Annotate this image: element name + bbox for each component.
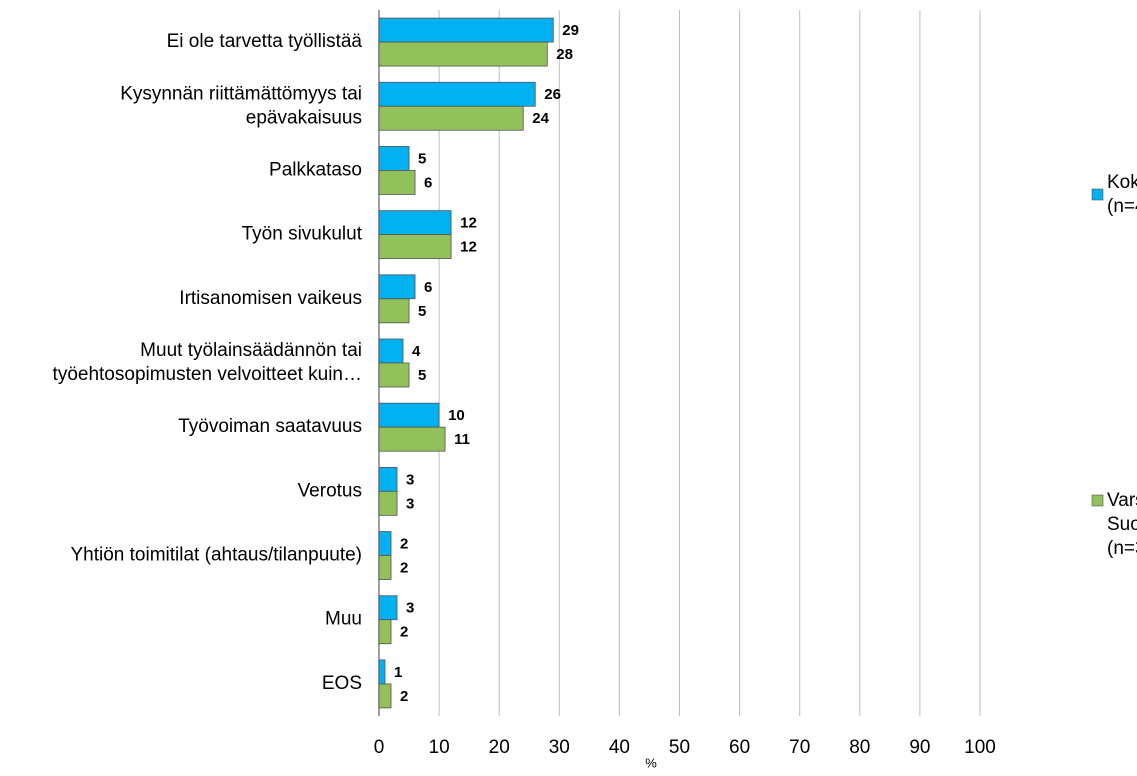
value-label: 5 — [418, 303, 426, 320]
value-label: 6 — [424, 279, 432, 296]
value-label: 3 — [406, 600, 414, 617]
bar — [378, 146, 410, 171]
value-label: 5 — [418, 367, 426, 384]
y-tick-label: Ei ole tarvetta työllistää — [167, 31, 363, 52]
value-label: 1 — [394, 664, 402, 681]
bar — [378, 490, 398, 516]
bar — [378, 683, 392, 709]
bar — [378, 555, 392, 580]
x-tick-label: 60 — [729, 737, 750, 758]
y-tick-label: EOS — [322, 673, 362, 694]
value-label: 5 — [418, 150, 426, 167]
bar — [378, 595, 398, 621]
bar — [378, 338, 404, 364]
value-label: 24 — [532, 110, 549, 127]
value-label: 12 — [460, 239, 477, 256]
bar — [378, 619, 392, 645]
value-label: 4 — [412, 343, 421, 360]
x-tick-label: 20 — [489, 737, 510, 758]
value-label: 28 — [556, 46, 573, 63]
bar — [378, 466, 398, 492]
bar — [378, 81, 536, 107]
bar — [378, 659, 386, 685]
y-tick-label: Työvoiman saatavuus — [178, 416, 362, 437]
bar — [378, 17, 554, 43]
legend-label: Koko maa(n=4640) — [1107, 172, 1137, 217]
y-tick-label: Muut työlainsäädännön tai työehtosopimust… — [53, 340, 362, 385]
bar — [378, 426, 446, 452]
value-label: 12 — [460, 215, 477, 232]
y-tick-label: Palkkataso — [269, 159, 362, 180]
value-label: 29 — [562, 22, 579, 39]
bar — [378, 210, 452, 236]
bar — [378, 531, 392, 556]
value-label: 11 — [454, 431, 470, 448]
x-tick-label: 10 — [429, 737, 450, 758]
y-tick-label: Verotus — [298, 480, 362, 501]
value-label: 2 — [400, 688, 408, 705]
value-label: 3 — [406, 495, 414, 512]
x-tick-label: 30 — [549, 737, 570, 758]
y-tick-label: Työn sivukulut — [242, 224, 363, 245]
y-tick-label: Yhtiön toimitilat (ahtaus/tilanpuute) — [71, 545, 363, 566]
y-tick-label: Kysynnän riittämättömyys tai epävakaisuus — [120, 83, 362, 128]
x-tick-label: 0 — [374, 737, 385, 758]
x-tick-label: 40 — [609, 737, 630, 758]
x-tick-label: 70 — [789, 737, 810, 758]
value-label: 2 — [400, 536, 408, 553]
value-label: 2 — [400, 624, 408, 641]
legend-swatch — [1091, 494, 1104, 507]
x-tick-label: 90 — [909, 737, 930, 758]
value-label: 2 — [400, 560, 408, 577]
y-tick-label: Muu — [325, 609, 362, 630]
value-label: 10 — [448, 407, 465, 424]
bar — [378, 274, 416, 300]
value-label: 6 — [424, 174, 432, 191]
x-axis-label: % — [645, 755, 657, 770]
value-label: 3 — [406, 471, 414, 488]
legend-swatch — [1091, 188, 1104, 201]
legend-label: Varsinais-Suomi(n=330) — [1107, 490, 1137, 559]
bar — [378, 41, 548, 67]
bar — [378, 298, 410, 324]
bar — [378, 105, 524, 131]
x-tick-label: 100 — [964, 737, 996, 758]
bar — [378, 170, 416, 195]
bar — [378, 362, 410, 388]
value-label: 26 — [544, 86, 561, 103]
bar — [378, 402, 440, 428]
x-tick-label: 80 — [849, 737, 870, 758]
y-tick-label: Irtisanomisen vaikeus — [179, 288, 362, 309]
x-tick-label: 50 — [669, 737, 690, 758]
bar — [378, 234, 452, 260]
